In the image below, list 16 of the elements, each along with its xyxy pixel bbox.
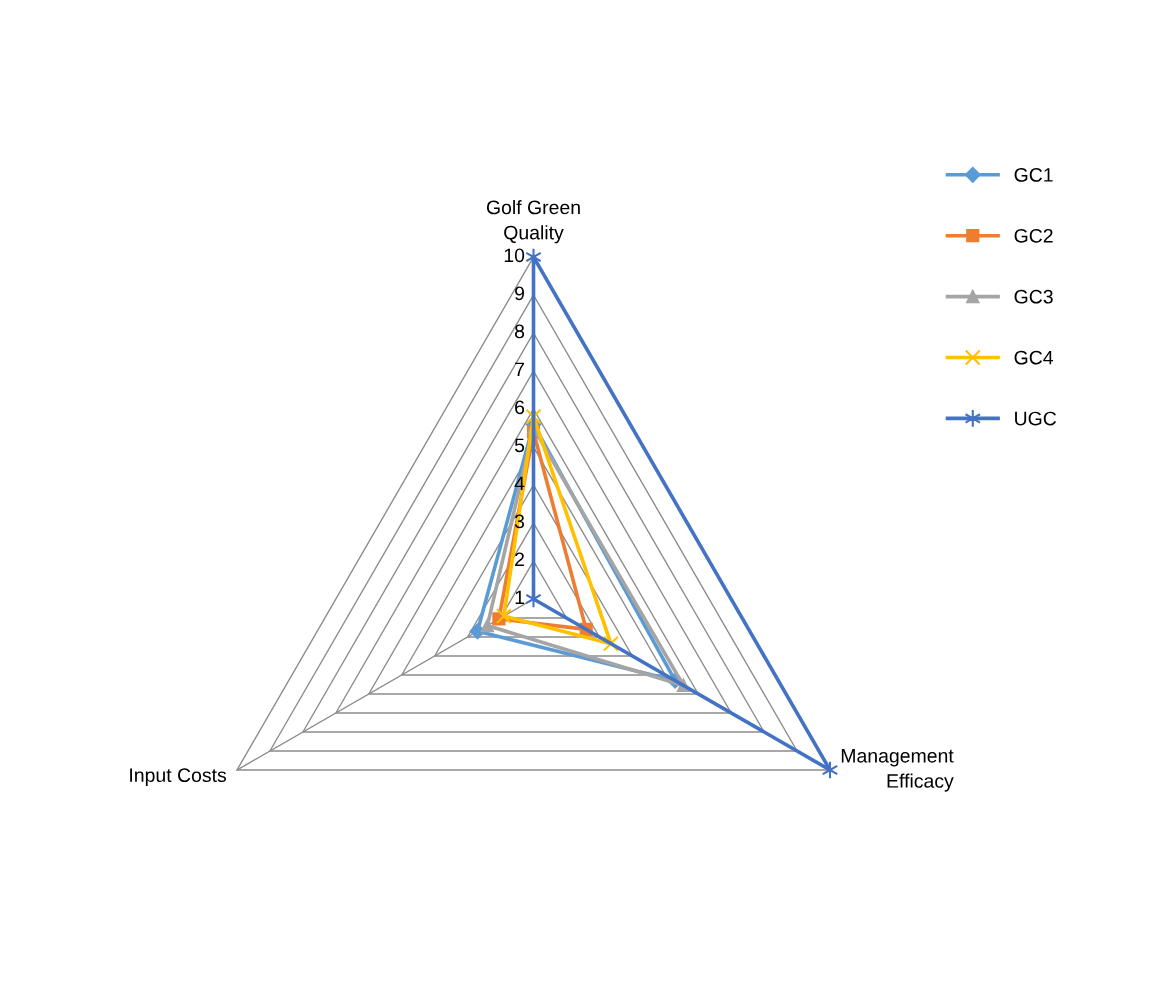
y-tick-label: 10	[504, 248, 525, 263]
spoke-label: Management Efficacy	[841, 749, 954, 792]
y-tick-label: 8	[514, 324, 525, 339]
legend-label: GC1	[1014, 168, 1053, 182]
legend-label: GC4	[1014, 350, 1054, 365]
spoke-label: Input Costs	[130, 768, 227, 786]
y-tick-label: 5	[514, 438, 525, 453]
legend-label: GC2	[1014, 228, 1053, 243]
spoke-label: Golf Green Quality	[486, 200, 580, 244]
y-tick-label: 7	[515, 362, 524, 377]
y-tick-label: 2	[515, 552, 524, 567]
y-tick-label: 9	[515, 286, 525, 301]
y-tick-label: 6	[515, 400, 525, 415]
legend-label: UGC	[1015, 411, 1057, 426]
y-tick-label: 1	[515, 590, 524, 605]
legend-label: GC3	[1014, 289, 1053, 304]
